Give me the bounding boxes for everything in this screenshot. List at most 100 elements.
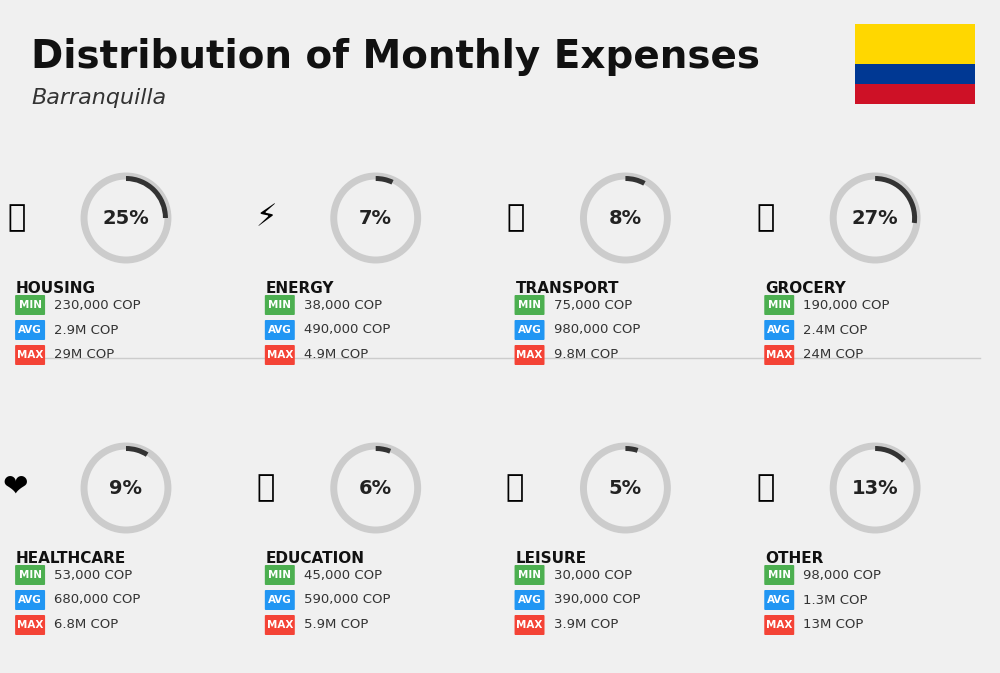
Text: MIN: MIN — [19, 570, 42, 580]
Text: MIN: MIN — [768, 570, 791, 580]
FancyBboxPatch shape — [515, 565, 545, 585]
FancyBboxPatch shape — [15, 590, 45, 610]
FancyBboxPatch shape — [855, 64, 975, 84]
Text: HOUSING: HOUSING — [16, 281, 96, 296]
Text: AVG: AVG — [767, 595, 791, 605]
Text: AVG: AVG — [18, 325, 42, 335]
Text: 4.9M COP: 4.9M COP — [304, 349, 368, 361]
Text: 7%: 7% — [359, 209, 392, 227]
FancyBboxPatch shape — [764, 320, 794, 340]
FancyBboxPatch shape — [265, 345, 295, 365]
Text: 190,000 COP: 190,000 COP — [803, 299, 890, 312]
Wedge shape — [875, 176, 917, 223]
Text: 5.9M COP: 5.9M COP — [304, 618, 368, 631]
FancyBboxPatch shape — [265, 615, 295, 635]
FancyBboxPatch shape — [15, 345, 45, 365]
Text: 27%: 27% — [852, 209, 898, 227]
FancyBboxPatch shape — [515, 615, 545, 635]
Wedge shape — [126, 446, 148, 457]
Text: 9.8M COP: 9.8M COP — [554, 349, 618, 361]
Text: 29M COP: 29M COP — [54, 349, 114, 361]
Text: TRANSPORT: TRANSPORT — [516, 281, 619, 296]
Wedge shape — [625, 446, 638, 453]
Wedge shape — [875, 446, 906, 462]
FancyBboxPatch shape — [764, 615, 794, 635]
Text: 590,000 COP: 590,000 COP — [304, 594, 390, 606]
Text: ❤️: ❤️ — [3, 474, 29, 503]
Text: Barranquilla: Barranquilla — [31, 88, 166, 108]
Text: 53,000 COP: 53,000 COP — [54, 569, 132, 581]
FancyBboxPatch shape — [764, 345, 794, 365]
Text: 8%: 8% — [609, 209, 642, 227]
Text: EDUCATION: EDUCATION — [266, 551, 365, 566]
Text: HEALTHCARE: HEALTHCARE — [16, 551, 126, 566]
Text: 25%: 25% — [103, 209, 149, 227]
Text: Distribution of Monthly Expenses: Distribution of Monthly Expenses — [31, 38, 760, 76]
Wedge shape — [625, 176, 646, 186]
Text: 6.8M COP: 6.8M COP — [54, 618, 118, 631]
Text: 1.3M COP: 1.3M COP — [803, 594, 868, 606]
Text: 5%: 5% — [609, 479, 642, 497]
Wedge shape — [126, 176, 168, 218]
Text: 98,000 COP: 98,000 COP — [803, 569, 881, 581]
FancyBboxPatch shape — [265, 590, 295, 610]
Text: 🏢: 🏢 — [7, 203, 25, 232]
Text: MIN: MIN — [268, 570, 291, 580]
Text: 24M COP: 24M COP — [803, 349, 863, 361]
Text: MAX: MAX — [766, 620, 792, 630]
Text: MAX: MAX — [516, 620, 543, 630]
FancyBboxPatch shape — [855, 24, 975, 64]
Text: 38,000 COP: 38,000 COP — [304, 299, 382, 312]
Text: 680,000 COP: 680,000 COP — [54, 594, 140, 606]
Text: MAX: MAX — [17, 620, 43, 630]
Text: ⚡: ⚡ — [255, 203, 277, 232]
Text: AVG: AVG — [268, 595, 292, 605]
FancyBboxPatch shape — [515, 295, 545, 315]
Text: 13M COP: 13M COP — [803, 618, 864, 631]
Text: MAX: MAX — [267, 620, 293, 630]
FancyBboxPatch shape — [515, 320, 545, 340]
Wedge shape — [376, 446, 391, 454]
Text: 3.9M COP: 3.9M COP — [554, 618, 618, 631]
FancyBboxPatch shape — [265, 295, 295, 315]
FancyBboxPatch shape — [15, 615, 45, 635]
Text: 980,000 COP: 980,000 COP — [554, 324, 640, 336]
Text: OTHER: OTHER — [765, 551, 824, 566]
FancyBboxPatch shape — [764, 295, 794, 315]
FancyBboxPatch shape — [515, 590, 545, 610]
Text: MIN: MIN — [19, 300, 42, 310]
Text: MIN: MIN — [518, 300, 541, 310]
FancyBboxPatch shape — [265, 320, 295, 340]
Text: 230,000 COP: 230,000 COP — [54, 299, 141, 312]
Text: MAX: MAX — [267, 350, 293, 360]
Text: 390,000 COP: 390,000 COP — [554, 594, 640, 606]
Text: 🚌: 🚌 — [506, 203, 525, 232]
Text: 75,000 COP: 75,000 COP — [554, 299, 632, 312]
Text: ENERGY: ENERGY — [266, 281, 334, 296]
Text: LEISURE: LEISURE — [516, 551, 587, 566]
FancyBboxPatch shape — [855, 84, 975, 104]
Text: 2.9M COP: 2.9M COP — [54, 324, 118, 336]
Text: 6%: 6% — [359, 479, 392, 497]
Text: AVG: AVG — [18, 595, 42, 605]
Wedge shape — [376, 176, 394, 184]
Text: MIN: MIN — [268, 300, 291, 310]
Text: 2.4M COP: 2.4M COP — [803, 324, 868, 336]
Text: AVG: AVG — [268, 325, 292, 335]
Text: MIN: MIN — [518, 570, 541, 580]
Text: 🛒: 🛒 — [756, 203, 774, 232]
Text: 🛍️: 🛍️ — [506, 474, 525, 503]
FancyBboxPatch shape — [265, 565, 295, 585]
FancyBboxPatch shape — [15, 565, 45, 585]
FancyBboxPatch shape — [15, 295, 45, 315]
Text: MAX: MAX — [766, 350, 792, 360]
Text: 490,000 COP: 490,000 COP — [304, 324, 390, 336]
Text: GROCERY: GROCERY — [765, 281, 846, 296]
FancyBboxPatch shape — [15, 320, 45, 340]
Text: MAX: MAX — [17, 350, 43, 360]
Text: 13%: 13% — [852, 479, 898, 497]
FancyBboxPatch shape — [764, 565, 794, 585]
FancyBboxPatch shape — [764, 590, 794, 610]
Text: MAX: MAX — [516, 350, 543, 360]
FancyBboxPatch shape — [515, 345, 545, 365]
